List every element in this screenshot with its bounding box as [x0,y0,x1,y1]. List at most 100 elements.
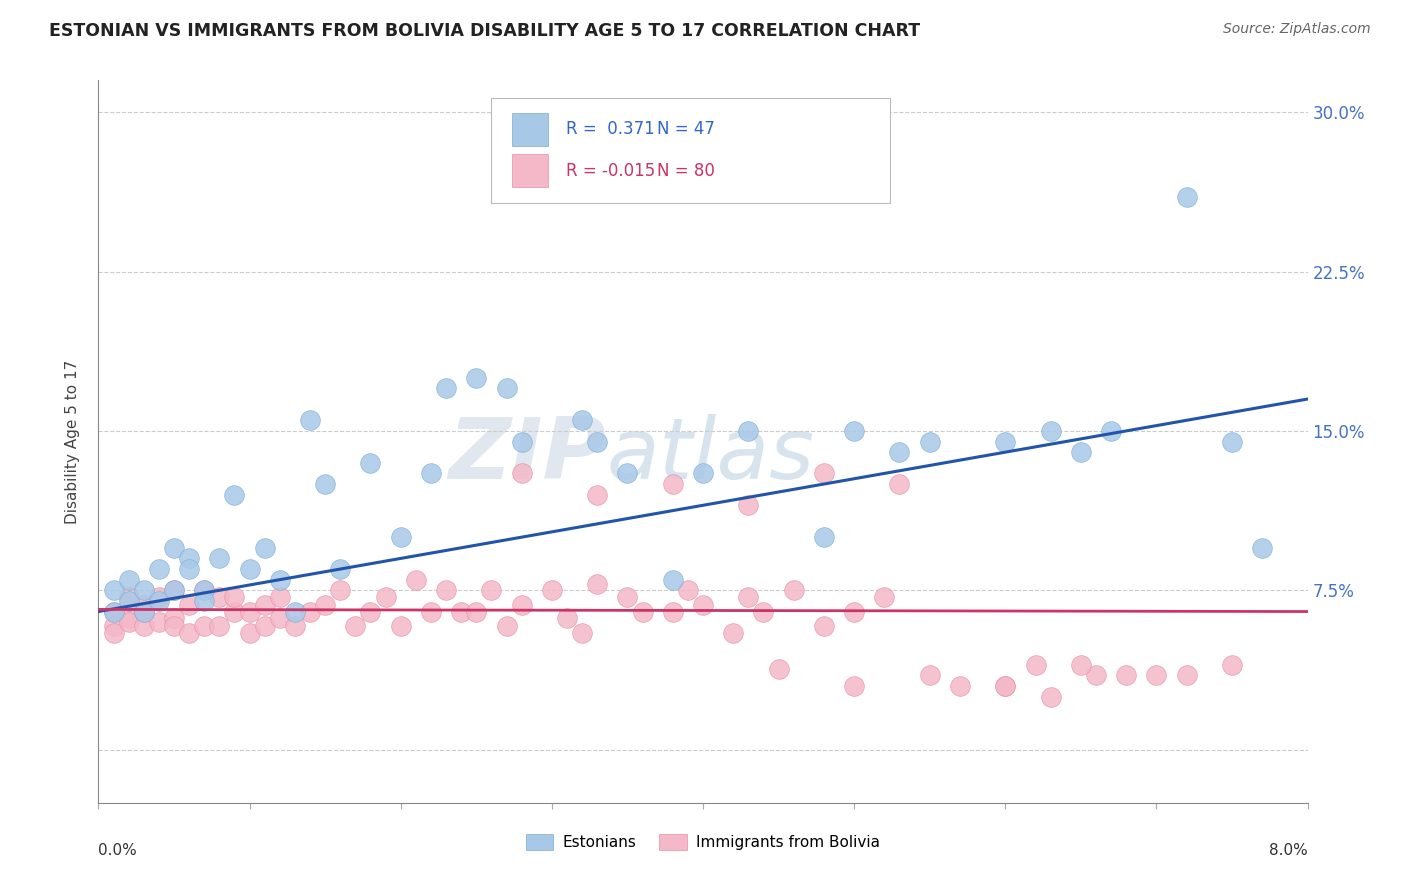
Point [103,605,125,619]
Point [1025,657,1047,672]
Point [239,605,262,619]
Point [1175,668,1198,682]
Point [224,488,246,502]
Point [389,619,412,633]
Point [737,424,759,438]
Point [179,625,201,640]
Point [118,590,141,604]
Point [631,605,654,619]
Point [873,590,896,604]
Point [1220,657,1243,672]
Point [118,611,141,625]
Point [239,562,262,576]
Point [465,605,488,619]
Point [571,413,593,427]
Point [949,679,972,693]
Text: N = 47: N = 47 [657,120,714,138]
Point [571,625,593,640]
Text: N = 80: N = 80 [657,161,714,179]
Point [889,445,911,459]
Point [148,594,170,608]
Point [360,456,382,470]
Point [994,679,1017,693]
Point [692,598,714,612]
Point [586,488,609,502]
Point [434,583,457,598]
Point [179,562,201,576]
Y-axis label: Disability Age 5 to 17: Disability Age 5 to 17 [65,359,80,524]
Point [179,598,201,612]
Point [103,583,125,598]
Point [132,583,155,598]
Point [103,605,125,619]
Point [1039,690,1062,704]
Point [374,590,396,604]
Point [510,434,533,449]
Point [783,583,806,598]
Point [208,551,231,566]
Point [132,605,155,619]
Point [737,498,759,512]
Point [118,573,141,587]
Point [269,590,291,604]
Point [148,615,170,630]
Point [344,619,367,633]
Point [737,590,759,604]
Point [616,467,638,481]
Point [269,573,291,587]
Text: ZIP: ZIP [449,415,606,498]
Point [1085,668,1108,682]
Point [918,434,941,449]
Point [314,477,336,491]
Point [193,619,215,633]
Point [1070,445,1092,459]
Point [420,467,443,481]
Point [510,467,533,481]
Point [163,541,186,555]
Point [148,562,170,576]
Point [253,619,276,633]
Point [163,583,186,598]
Text: ESTONIAN VS IMMIGRANTS FROM BOLIVIA DISABILITY AGE 5 TO 17 CORRELATION CHART: ESTONIAN VS IMMIGRANTS FROM BOLIVIA DISA… [49,22,921,40]
Point [994,434,1017,449]
Point [1175,190,1198,204]
Text: atlas: atlas [606,415,814,498]
Point [269,611,291,625]
Text: 0.0%: 0.0% [98,843,138,857]
Point [103,619,125,633]
Point [495,619,517,633]
Point [284,619,307,633]
Text: 8.0%: 8.0% [1268,843,1308,857]
Point [844,679,866,693]
Point [405,573,427,587]
Text: R =  0.371: R = 0.371 [567,120,655,138]
Point [540,583,562,598]
Point [208,590,231,604]
Point [844,605,866,619]
Point [193,594,215,608]
Point [768,662,790,676]
FancyBboxPatch shape [492,98,890,203]
Point [723,625,745,640]
Point [179,551,201,566]
Point [813,619,835,633]
Point [676,583,699,598]
Point [132,598,155,612]
Point [481,583,503,598]
Point [420,605,443,619]
Point [586,577,609,591]
Point [389,530,412,544]
Point [118,594,141,608]
Point [224,590,246,604]
Point [1251,541,1274,555]
Point [616,590,638,604]
Point [118,615,141,630]
Point [495,381,517,395]
Point [844,424,866,438]
Point [1146,668,1168,682]
Point [510,598,533,612]
FancyBboxPatch shape [512,154,548,186]
Point [661,477,683,491]
Point [329,583,352,598]
Point [1070,657,1092,672]
